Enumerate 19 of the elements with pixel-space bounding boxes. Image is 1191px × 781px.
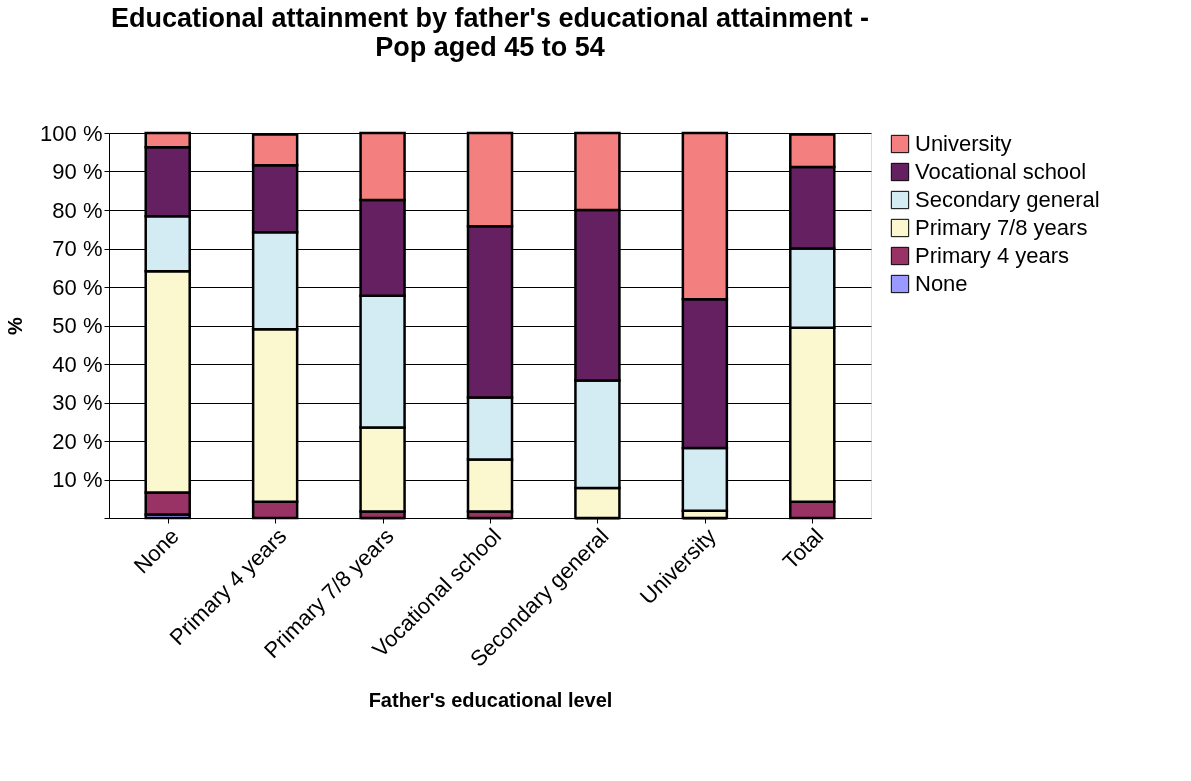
x-axis-title: Father's educational level — [368, 688, 613, 711]
y-tick-label: 70 % — [52, 236, 103, 261]
y-tick-label: 50 % — [52, 313, 103, 338]
y-axis-title: % — [4, 316, 27, 335]
legend-label: Secondary general — [915, 187, 1100, 212]
y-tick-label: 80 % — [52, 197, 103, 223]
legend-label: Primary 4 years — [915, 243, 1070, 268]
y-tick-label: 100 % — [40, 120, 103, 146]
legend-label: University — [915, 131, 1012, 156]
y-tick-label: 30 % — [52, 390, 103, 415]
legend-label: Vocational school — [915, 159, 1087, 184]
chart-title: Educational attainment by father's educational attainment - Pop aged 45 to 54 — [110, 3, 870, 62]
y-tick-label: 40 % — [52, 351, 103, 377]
legend-label: Primary 7/8 years — [915, 215, 1088, 240]
legend-label: None — [915, 271, 968, 296]
y-tick-label: 60 % — [52, 274, 103, 300]
y-tick-label: 90 % — [52, 159, 103, 184]
y-tick-label: 10 % — [52, 467, 103, 492]
y-tick-label: 20 % — [52, 428, 103, 454]
